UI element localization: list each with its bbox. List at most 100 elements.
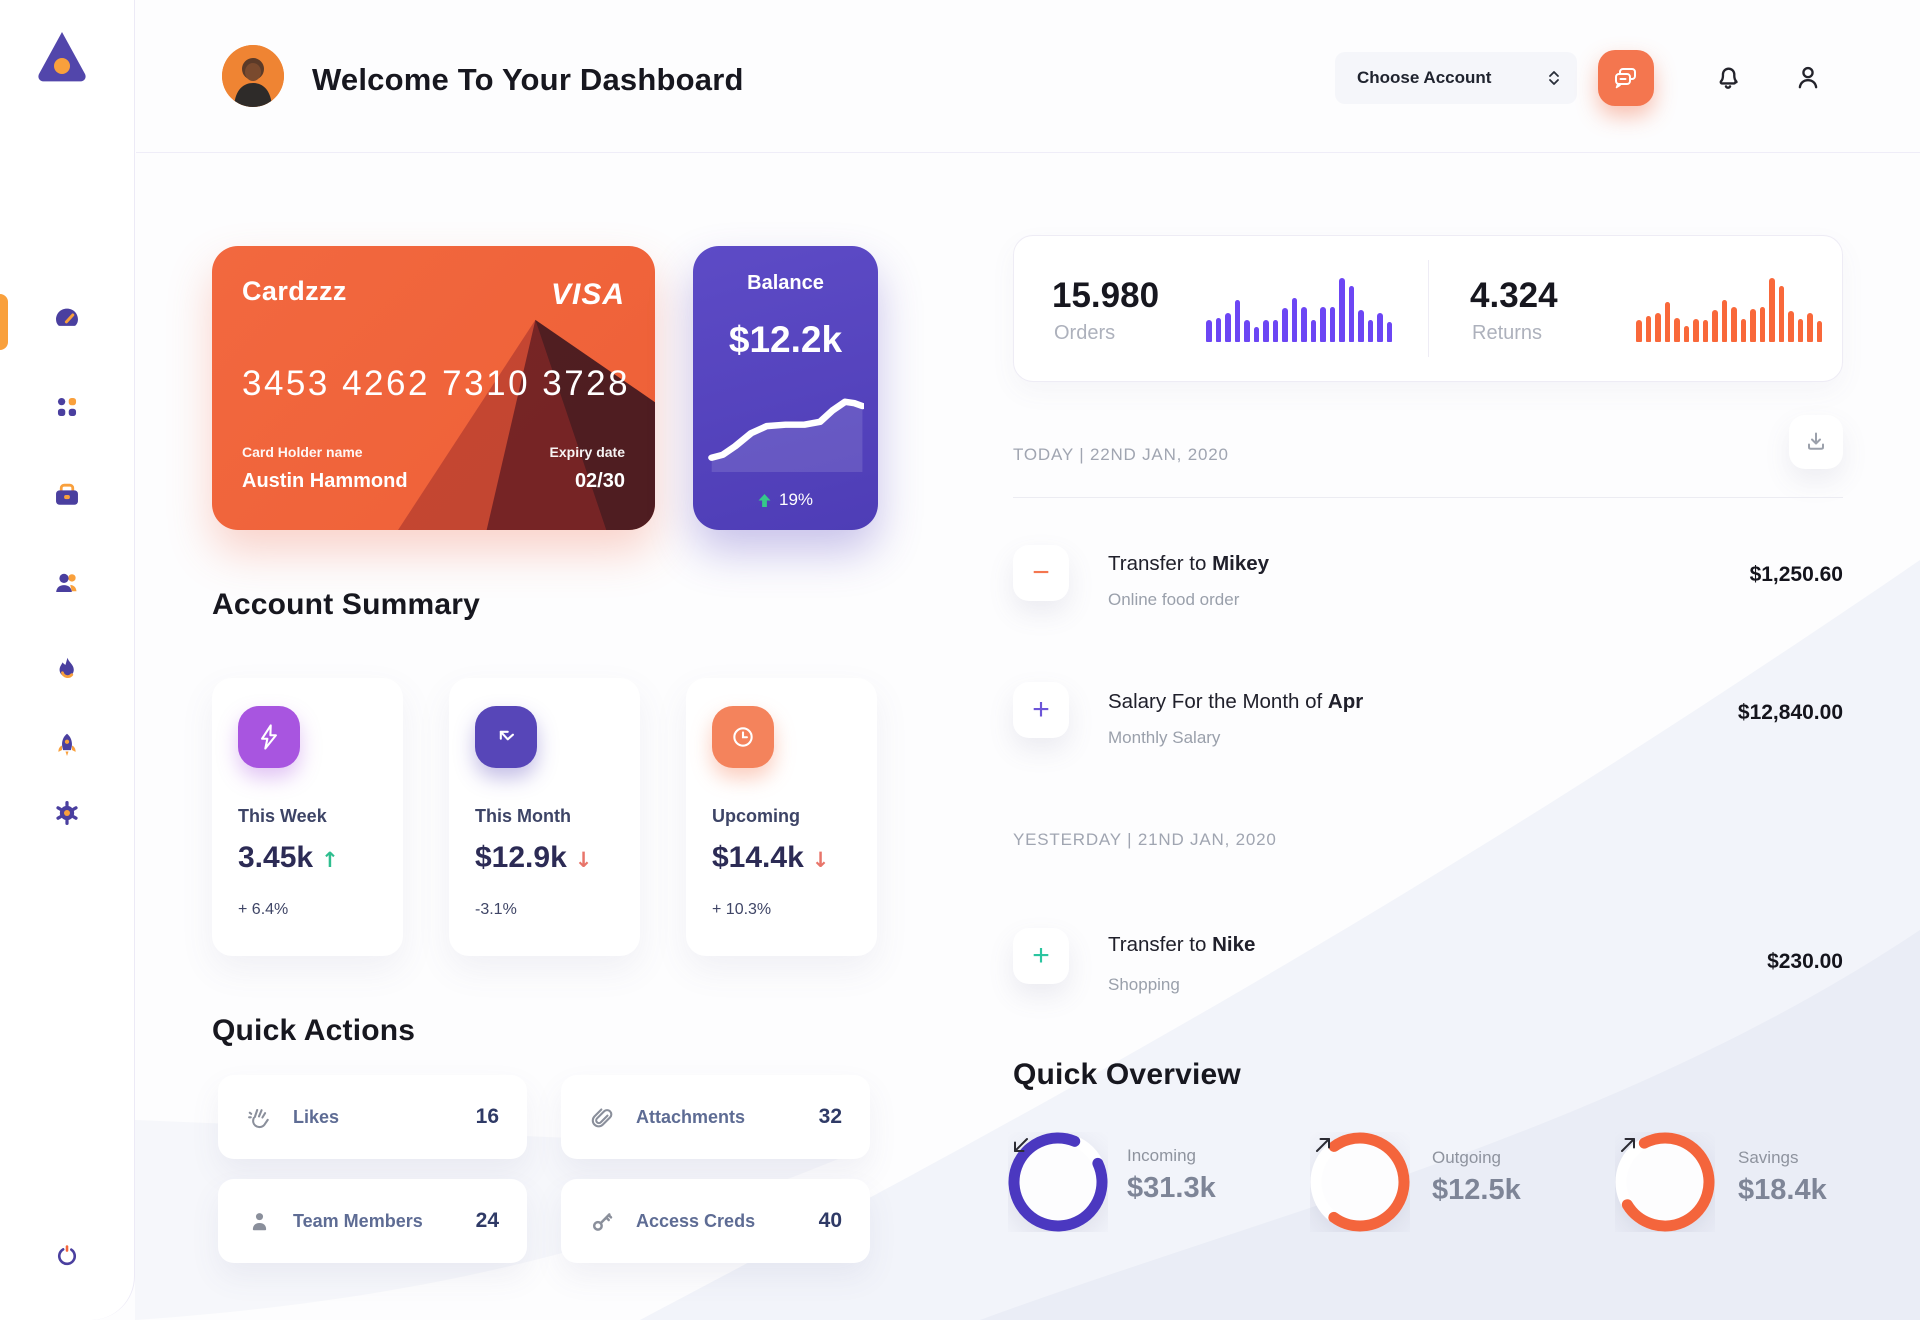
power-icon xyxy=(57,1245,77,1266)
card-expiry-label: Expiry date xyxy=(549,444,625,460)
card-holder-label: Card Holder name xyxy=(242,444,363,460)
summary-period: Upcoming xyxy=(712,806,800,826)
trend-down-icon: ↓ xyxy=(574,848,593,872)
transactions-today-date: TODAY | 22ND JAN, 2020 xyxy=(1013,445,1229,464)
bolt-icon xyxy=(238,706,300,768)
incoming-value: $31.3k xyxy=(1127,1172,1216,1204)
arrow-up-right-icon xyxy=(1621,1138,1635,1152)
transaction-subtitle: Online food order xyxy=(1108,590,1240,609)
quick-action-label: Access Creds xyxy=(636,1210,756,1231)
sidebar-item-work[interactable] xyxy=(44,472,90,518)
quick-action-likes[interactable]: Likes 16 xyxy=(218,1075,527,1159)
summary-delta: + 6.4% xyxy=(238,901,289,918)
transaction-title-bold: Apr xyxy=(1327,690,1364,713)
transaction-title[interactable]: Transfer to Nike xyxy=(1108,933,1255,957)
trend-up-icon: ↑ xyxy=(321,848,339,872)
paperclip-icon xyxy=(591,1107,613,1127)
quick-action-access-creds[interactable]: Access Creds 40 xyxy=(561,1179,870,1263)
card-holder-name: Austin Hammond xyxy=(242,470,408,492)
stats-divider xyxy=(1428,260,1429,357)
summary-period: This Week xyxy=(238,806,327,826)
card-expiry-value: 02/30 xyxy=(574,470,625,492)
balance-change-pct: 19% xyxy=(778,490,814,509)
summary-card-this-week[interactable]: This Week 3.45k ↑ + 6.4% xyxy=(212,678,403,956)
transaction-title-bold: Mikey xyxy=(1212,552,1270,575)
returns-bar-chart xyxy=(1636,278,1822,342)
plus-icon: + xyxy=(1032,939,1050,972)
outgoing-ring xyxy=(1310,1132,1410,1232)
flame-icon xyxy=(59,657,74,678)
sidebar-item-activity[interactable] xyxy=(44,646,90,692)
visa-logo: VISA xyxy=(550,278,625,311)
quick-action-count: 16 xyxy=(475,1105,499,1128)
balance-sparkline xyxy=(708,398,864,472)
summary-delta: -3.1% xyxy=(475,901,517,918)
quick-action-count: 24 xyxy=(475,1209,499,1232)
summary-card-this-month[interactable]: This Month $12.9k ↓ -3.1% xyxy=(449,678,640,956)
transaction-amount: $12,840.00 xyxy=(1737,701,1843,724)
plus-icon: + xyxy=(1032,693,1050,726)
quick-actions-title: Quick Actions xyxy=(212,1014,416,1047)
orders-label: Orders xyxy=(1054,322,1116,344)
summary-period: This Month xyxy=(475,806,571,826)
sidebar xyxy=(0,0,135,1320)
transaction-subtitle: Monthly Salary xyxy=(1108,728,1221,747)
sidebar-item-settings[interactable] xyxy=(44,790,90,836)
chat-icon xyxy=(1615,68,1636,89)
credit-card[interactable]: Cardzzz VISA 3453 4262 7310 3728 Card Ho… xyxy=(212,246,655,530)
transaction-subtitle: Shopping xyxy=(1108,975,1180,994)
account-summary-title: Account Summary xyxy=(212,588,481,621)
sidebar-item-apps[interactable] xyxy=(44,384,90,430)
transaction-title-prefix: Salary For the Month of xyxy=(1108,690,1328,713)
transaction-title[interactable]: Salary For the Month of Apr xyxy=(1108,690,1363,714)
minus-icon: − xyxy=(1032,556,1050,589)
notifications-button[interactable] xyxy=(1712,62,1744,94)
quick-action-count: 32 xyxy=(818,1105,842,1128)
balance-card[interactable]: Balance $12.2k 19% xyxy=(693,246,878,530)
quick-action-attachments[interactable]: Attachments 32 xyxy=(561,1075,870,1159)
returns-value: 4.324 xyxy=(1470,276,1558,315)
summary-value: $14.4k xyxy=(712,841,804,874)
users-icon xyxy=(56,573,77,592)
summary-card-upcoming[interactable]: Upcoming $14.4k ↓ + 10.3% xyxy=(686,678,877,956)
sidebar-item-team[interactable] xyxy=(44,560,90,606)
profile-button[interactable] xyxy=(1792,62,1824,94)
download-statement-button[interactable] xyxy=(1789,415,1843,469)
balance-label: Balance xyxy=(747,272,824,294)
transaction-sign-badge: + xyxy=(1013,928,1069,984)
quick-action-label: Team Members xyxy=(293,1210,423,1231)
key-icon xyxy=(592,1212,613,1231)
outgoing-label: Outgoing xyxy=(1432,1148,1501,1167)
quick-action-team-members[interactable]: Team Members 24 xyxy=(218,1179,527,1263)
orders-bar-chart xyxy=(1206,278,1392,342)
app-logo[interactable] xyxy=(30,24,94,88)
header-divider xyxy=(136,152,1920,153)
card-name: Cardzzz xyxy=(242,276,347,306)
quick-action-label: Likes xyxy=(293,1106,340,1127)
sidebar-item-dashboard[interactable] xyxy=(44,296,90,342)
account-selector[interactable]: Choose Account xyxy=(1335,52,1577,104)
quick-overview-title: Quick Overview xyxy=(1013,1058,1241,1091)
page-title: Welcome To Your Dashboard xyxy=(312,62,744,97)
quick-action-label: Attachments xyxy=(636,1106,746,1127)
person-icon xyxy=(252,1212,267,1230)
orders-value: 15.980 xyxy=(1052,276,1160,315)
trend-down-icon: ↓ xyxy=(811,848,830,872)
transactions-divider xyxy=(1013,497,1843,498)
savings-ring xyxy=(1615,1132,1715,1232)
rocket-icon xyxy=(58,733,76,756)
arrow-nw-icon xyxy=(475,706,537,768)
user-icon xyxy=(1798,66,1818,89)
briefcase-icon xyxy=(56,483,78,505)
sidebar-item-launch[interactable] xyxy=(44,722,90,768)
orders-returns-panel: 15.980 Orders 4.324 Returns xyxy=(1013,235,1843,382)
transaction-amount: $1,250.60 xyxy=(1749,563,1843,586)
triangle-logo-icon xyxy=(38,32,86,82)
transaction-title[interactable]: Transfer to Mikey xyxy=(1108,552,1269,576)
quick-action-count: 40 xyxy=(818,1209,842,1232)
logout-button[interactable] xyxy=(44,1232,90,1278)
messages-button[interactable] xyxy=(1598,50,1654,106)
balance-value: $12.2k xyxy=(728,319,843,360)
user-avatar[interactable] xyxy=(222,45,284,107)
summary-delta: + 10.3% xyxy=(712,901,772,918)
